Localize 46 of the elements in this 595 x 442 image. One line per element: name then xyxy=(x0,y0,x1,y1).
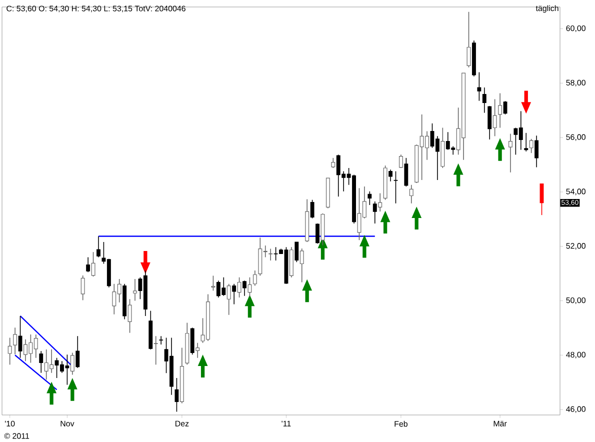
candlestick xyxy=(196,342,200,358)
candlestick xyxy=(8,337,12,366)
candlestick xyxy=(524,132,528,152)
candlestick xyxy=(13,327,18,355)
candlestick xyxy=(154,336,158,366)
candlestick xyxy=(159,336,164,345)
candlestick xyxy=(488,106,492,140)
candlestick xyxy=(70,352,74,376)
candlestick xyxy=(80,275,85,301)
candlestick xyxy=(388,169,392,182)
candlestick xyxy=(248,276,252,298)
candlestick xyxy=(133,278,137,302)
candlestick xyxy=(492,98,497,137)
candlestick xyxy=(226,283,231,316)
candlestick xyxy=(237,276,242,298)
candlestick xyxy=(242,280,246,296)
candlestick xyxy=(128,298,132,334)
candlestick xyxy=(232,283,236,305)
candlestick xyxy=(508,133,512,173)
candlestick xyxy=(294,242,299,263)
candlestick xyxy=(268,248,273,261)
candlestick xyxy=(394,170,398,204)
candlestick xyxy=(211,275,216,292)
candlestick xyxy=(477,72,482,102)
candlestick xyxy=(404,158,408,187)
candlestick xyxy=(39,350,44,374)
candlestick xyxy=(252,270,257,286)
candlestick xyxy=(174,378,179,412)
candlestick xyxy=(368,191,372,206)
candlestick xyxy=(378,192,382,212)
candlestick xyxy=(96,236,100,258)
candlestick xyxy=(76,336,80,368)
candlestick xyxy=(316,223,320,244)
candlestick xyxy=(409,184,414,204)
candlestick xyxy=(86,256,90,273)
candlestick xyxy=(372,201,377,224)
candlestick xyxy=(498,92,502,128)
candlestick xyxy=(482,87,486,114)
candlestick xyxy=(18,316,22,358)
candlestick xyxy=(300,248,304,283)
candlestick xyxy=(534,135,539,168)
candlestick xyxy=(331,158,336,168)
candlestick xyxy=(398,154,403,168)
candlestick xyxy=(529,138,534,154)
candlestick xyxy=(310,199,314,219)
candlestick xyxy=(91,252,96,277)
